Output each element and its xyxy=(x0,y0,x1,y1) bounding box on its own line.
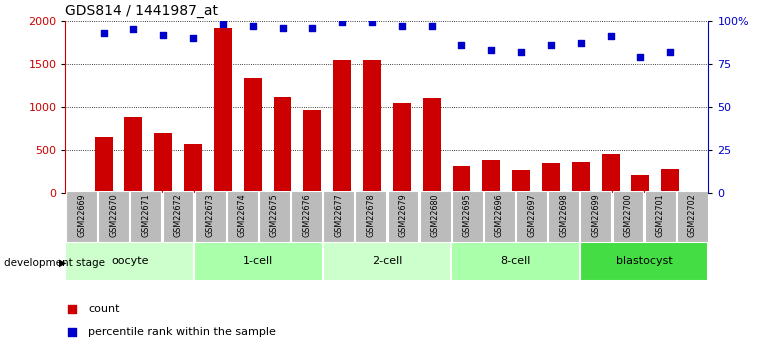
Bar xyxy=(162,191,193,242)
Point xyxy=(306,25,319,30)
Text: GSM22699: GSM22699 xyxy=(591,194,601,237)
Bar xyxy=(631,175,649,193)
Bar xyxy=(512,170,530,193)
Point xyxy=(396,23,408,29)
Point xyxy=(276,25,289,30)
Text: blastocyst: blastocyst xyxy=(616,256,672,266)
Text: GSM22676: GSM22676 xyxy=(302,194,311,237)
Point xyxy=(336,20,348,25)
Text: GSM22697: GSM22697 xyxy=(527,194,536,237)
Bar xyxy=(323,241,451,281)
Text: GSM22701: GSM22701 xyxy=(656,194,665,237)
Text: GSM22672: GSM22672 xyxy=(173,194,182,237)
Text: GSM22670: GSM22670 xyxy=(109,194,118,237)
Bar xyxy=(677,191,708,242)
Text: GSM22673: GSM22673 xyxy=(206,194,215,237)
Bar xyxy=(363,60,381,193)
Point xyxy=(604,33,617,39)
Bar xyxy=(291,191,322,242)
Text: oocyte: oocyte xyxy=(111,256,149,266)
Text: GSM22700: GSM22700 xyxy=(624,194,632,237)
Text: GDS814 / 1441987_at: GDS814 / 1441987_at xyxy=(65,4,219,18)
Point xyxy=(545,42,557,48)
Bar xyxy=(644,191,675,242)
Point xyxy=(455,42,467,48)
Bar xyxy=(154,133,172,193)
Bar xyxy=(273,97,292,193)
Bar xyxy=(323,191,354,242)
Point xyxy=(574,40,587,46)
Bar xyxy=(451,241,580,281)
Bar xyxy=(66,191,97,242)
Bar xyxy=(572,162,590,193)
Bar xyxy=(581,191,611,242)
Bar xyxy=(393,103,410,193)
Bar xyxy=(259,191,290,242)
Text: GSM22678: GSM22678 xyxy=(367,194,375,237)
Bar xyxy=(356,191,387,242)
Text: GSM22698: GSM22698 xyxy=(559,194,568,237)
Point xyxy=(439,23,451,28)
Point xyxy=(439,227,451,232)
Text: 2-cell: 2-cell xyxy=(372,256,402,266)
Point xyxy=(157,32,169,37)
Point xyxy=(216,21,229,27)
Bar xyxy=(516,191,547,242)
Text: GSM22674: GSM22674 xyxy=(238,194,246,237)
Bar xyxy=(244,79,262,193)
Bar xyxy=(387,191,418,242)
Text: percentile rank within the sample: percentile rank within the sample xyxy=(88,327,276,337)
Text: GSM22696: GSM22696 xyxy=(495,194,504,237)
Bar xyxy=(227,191,258,242)
Text: GSM22669: GSM22669 xyxy=(77,194,86,237)
Point xyxy=(485,47,497,53)
Text: ▶: ▶ xyxy=(59,258,67,268)
Bar xyxy=(303,110,321,193)
Text: GSM22702: GSM22702 xyxy=(688,194,697,237)
Bar xyxy=(542,163,560,193)
Bar xyxy=(452,191,483,242)
Point xyxy=(246,23,259,29)
Text: GSM22679: GSM22679 xyxy=(399,194,407,237)
Point xyxy=(664,49,676,55)
Point xyxy=(127,27,139,32)
Bar xyxy=(613,191,644,242)
Point xyxy=(366,20,378,25)
Bar xyxy=(601,154,620,193)
Text: development stage: development stage xyxy=(4,258,105,268)
Bar xyxy=(184,144,202,193)
Bar xyxy=(65,241,194,281)
Text: GSM22680: GSM22680 xyxy=(430,194,440,237)
Bar xyxy=(194,241,323,281)
Text: GSM22677: GSM22677 xyxy=(334,194,343,237)
Bar xyxy=(195,191,226,242)
Bar xyxy=(453,166,470,193)
Text: 1-cell: 1-cell xyxy=(243,256,273,266)
Text: GSM22675: GSM22675 xyxy=(270,194,279,237)
Text: count: count xyxy=(88,304,119,314)
Bar xyxy=(484,191,515,242)
Bar xyxy=(214,28,232,193)
Bar xyxy=(420,191,450,242)
Point xyxy=(634,54,647,60)
Bar xyxy=(482,159,500,193)
Point xyxy=(187,35,199,41)
Point xyxy=(98,30,110,36)
Text: GSM22671: GSM22671 xyxy=(142,194,150,237)
Bar xyxy=(125,117,142,193)
Bar xyxy=(95,137,112,193)
Bar xyxy=(99,191,129,242)
Bar xyxy=(548,191,579,242)
Bar xyxy=(580,241,708,281)
Text: GSM22695: GSM22695 xyxy=(463,194,472,237)
Point xyxy=(426,23,438,29)
Text: 8-cell: 8-cell xyxy=(500,256,531,266)
Bar xyxy=(130,191,161,242)
Bar xyxy=(423,98,440,193)
Bar xyxy=(333,60,351,193)
Point xyxy=(515,49,527,55)
Bar xyxy=(661,169,679,193)
